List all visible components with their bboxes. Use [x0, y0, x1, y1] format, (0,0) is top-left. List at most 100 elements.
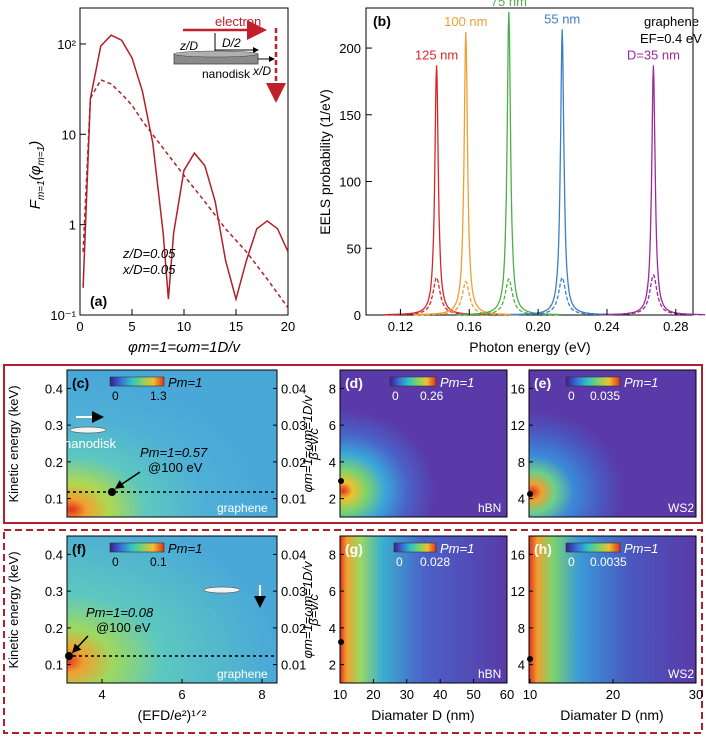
panel-e-material: WS2 — [668, 501, 694, 515]
panel-d-ylabel: φm=1=ωm=1D/v — [300, 394, 315, 492]
panel-b-curves — [384, 11, 705, 316]
panel-f-ytick-right-label: 0.04 — [281, 547, 306, 562]
panel-g-cb-min: 0 — [396, 555, 403, 569]
panel-c-ytick-left-label: 0.2 — [45, 455, 63, 470]
panel-b-peak-solid — [601, 65, 705, 316]
panel-d-ytick-label: 8 — [329, 381, 336, 396]
panel-c-colorbar — [109, 376, 165, 387]
panel-a-xlabel: φm=1=ωm=1D/v — [128, 339, 241, 356]
panel-d-cb-max: 0.26 — [420, 389, 444, 403]
panel-e-point — [527, 491, 533, 497]
panel-a: 10² 10 1 10⁻¹ 0 5 10 15 20 (a) z/D=0.05 x/D=0.0… — [27, 7, 295, 356]
panel-f-annot2: @100 eV — [96, 620, 151, 635]
panel-e-label: (e) — [534, 375, 551, 391]
panel-a-xtick-label: 15 — [229, 319, 243, 334]
panel-f-ytick-right-label: 0.02 — [281, 621, 306, 636]
panel-b-peak-solid — [384, 65, 489, 316]
panel-b-peak-solid — [457, 11, 561, 316]
panel-c-yticks-left: 0.4 0.3 0.2 0.1 — [45, 381, 71, 507]
panel-g-colorbar — [393, 542, 437, 553]
panel-b-series-label: 100 nm — [444, 14, 487, 29]
panel-g-cb-max: 0.028 — [420, 555, 450, 569]
panel-c-label: (c) — [72, 375, 89, 391]
panel-d-material: hBN — [478, 501, 501, 515]
panel-b-series-label: 75 nm — [491, 0, 527, 9]
panel-e-cb-label: Pm=1 — [624, 375, 658, 390]
panel-a-note-z: z/D=0.05 — [122, 246, 176, 261]
panel-f-colorbar — [109, 542, 165, 553]
panel-d-point — [338, 478, 344, 484]
panel-g-xtick-label: 30 — [400, 687, 414, 702]
panel-f-ytick-right-label: 0.03 — [281, 584, 306, 599]
panel-f-ytick-left-label: 0.4 — [45, 547, 63, 562]
panel-h-ytick-label: 12 — [511, 584, 525, 599]
panel-h-xticks: 10 20 30 — [523, 679, 703, 702]
panel-g: (g) Pm=1 0 0.028 hBN 8 6 4 2 10 20 30 40 50 60 φ… — [300, 535, 514, 723]
panel-b-series-label: 125 nm — [415, 47, 458, 62]
panel-b-peak-solid — [414, 31, 518, 316]
panel-b-series-label: D=35 nm — [627, 47, 680, 62]
panel-b-ytick-label: 100 — [339, 175, 361, 190]
panel-c-arrow — [114, 471, 141, 489]
panel-a-note-x: x/D=0.05 — [122, 262, 176, 277]
panel-b-xtick-label: 0.20 — [525, 319, 550, 334]
panel-a-label: (a) — [90, 293, 107, 309]
panel-g-xtick-label: 50 — [466, 687, 480, 702]
panel-f-cb-max: 0.1 — [150, 555, 167, 569]
panel-a-series-dashed — [82, 78, 289, 309]
panel-h-yticks: 16 12 8 4 — [511, 547, 533, 673]
bottom-row-frame — [3, 529, 703, 734]
panel-e-cb-max: 0.035 — [590, 389, 620, 403]
panel-d-ytick-label: 6 — [329, 418, 336, 433]
panel-f-yticks-right: 0.04 0.03 0.02 0.01 — [273, 547, 306, 673]
panel-h-ytick-label: 16 — [511, 547, 525, 562]
panel-f-yticks-left: 0.4 0.3 0.2 0.1 — [45, 547, 71, 673]
panel-g-ytick-label: 6 — [329, 584, 336, 599]
panel-c-point — [108, 488, 116, 496]
panel-g-ylabel: φm=1=ωm=1D/v — [300, 560, 315, 658]
inset-zD-label: z/D — [179, 39, 198, 53]
panel-c-annot2: @100 eV — [148, 460, 203, 475]
panel-d: (d) Pm=1 0 0.26 hBN 8 6 4 2 φm=1=ωm=1D/v — [300, 369, 508, 518]
panel-a-xtick-label: 0 — [76, 319, 83, 334]
panel-d-map — [339, 369, 508, 518]
panel-c-annot1: Pm=1=0.57 — [140, 445, 208, 460]
panel-a-ytick-label: 10 — [62, 127, 76, 142]
panel-f-map — [66, 535, 278, 684]
inset-nanodisk-label: nanodisk — [202, 67, 251, 81]
panel-h-xlabel: Diamater D (nm) — [560, 707, 663, 723]
inset-D2-label: D/2 — [222, 36, 241, 50]
panel-c: (c) Pm=1 0 1.3 nanodisk Pm=1=0.57 @100 e… — [6, 369, 321, 518]
panel-c-ytick-right-label: 0.04 — [281, 381, 306, 396]
panel-c-ytick-right-label: 0.01 — [281, 492, 306, 507]
panel-f-ylabel-left: Kinetic energy (keV) — [6, 551, 21, 668]
panel-f-xtick-label: 4 — [98, 687, 105, 702]
panel-c-ytick-left-label: 0.1 — [45, 492, 63, 507]
panel-b-xtick-label: 0.28 — [663, 319, 688, 334]
panel-g-xtick-label: 40 — [433, 687, 447, 702]
panel-b-xtick-label: 0.24 — [594, 319, 619, 334]
panel-e: (e) Pm=1 0 0.035 WS2 16 12 8 4 — [511, 369, 697, 518]
inset-nanodisk-top — [173, 50, 259, 58]
panel-g-xtick-label: 10 — [333, 687, 347, 702]
panel-h-colorbar — [565, 542, 621, 553]
panel-f-material: graphene — [217, 667, 268, 681]
panel-b-peak-dashed — [601, 274, 705, 316]
panel-f-point — [65, 652, 73, 660]
panel-g-cb-label: Pm=1 — [440, 541, 474, 556]
panel-d-cb-label: Pm=1 — [440, 375, 474, 390]
panel-f-cb-min: 0 — [112, 555, 119, 569]
panel-b: 0 50 100 150 200 0.12 0.16 0.20 0.24 0.28 125 nm… — [317, 0, 705, 355]
panel-a-curves — [82, 34, 289, 309]
panel-b-xtick-label: 0.16 — [457, 319, 482, 334]
panel-f-xlabel: (EFD/e²)¹ᐟ² — [138, 707, 207, 723]
panel-a-yticks: 10² 10 1 10⁻¹ — [50, 37, 86, 323]
panel-f-xtick-label: 8 — [258, 687, 265, 702]
panel-h-cb-max: 0.0035 — [590, 555, 627, 569]
panel-a-inset: electron z/D D/2 nanodisk x/D — [173, 14, 286, 103]
panel-e-ytick-label: 16 — [511, 381, 525, 396]
panel-g-xtick-label: 20 — [366, 687, 380, 702]
panel-h-ytick-label: 8 — [518, 621, 525, 636]
panel-c-ylabel-left: Kinetic energy (keV) — [6, 385, 21, 502]
